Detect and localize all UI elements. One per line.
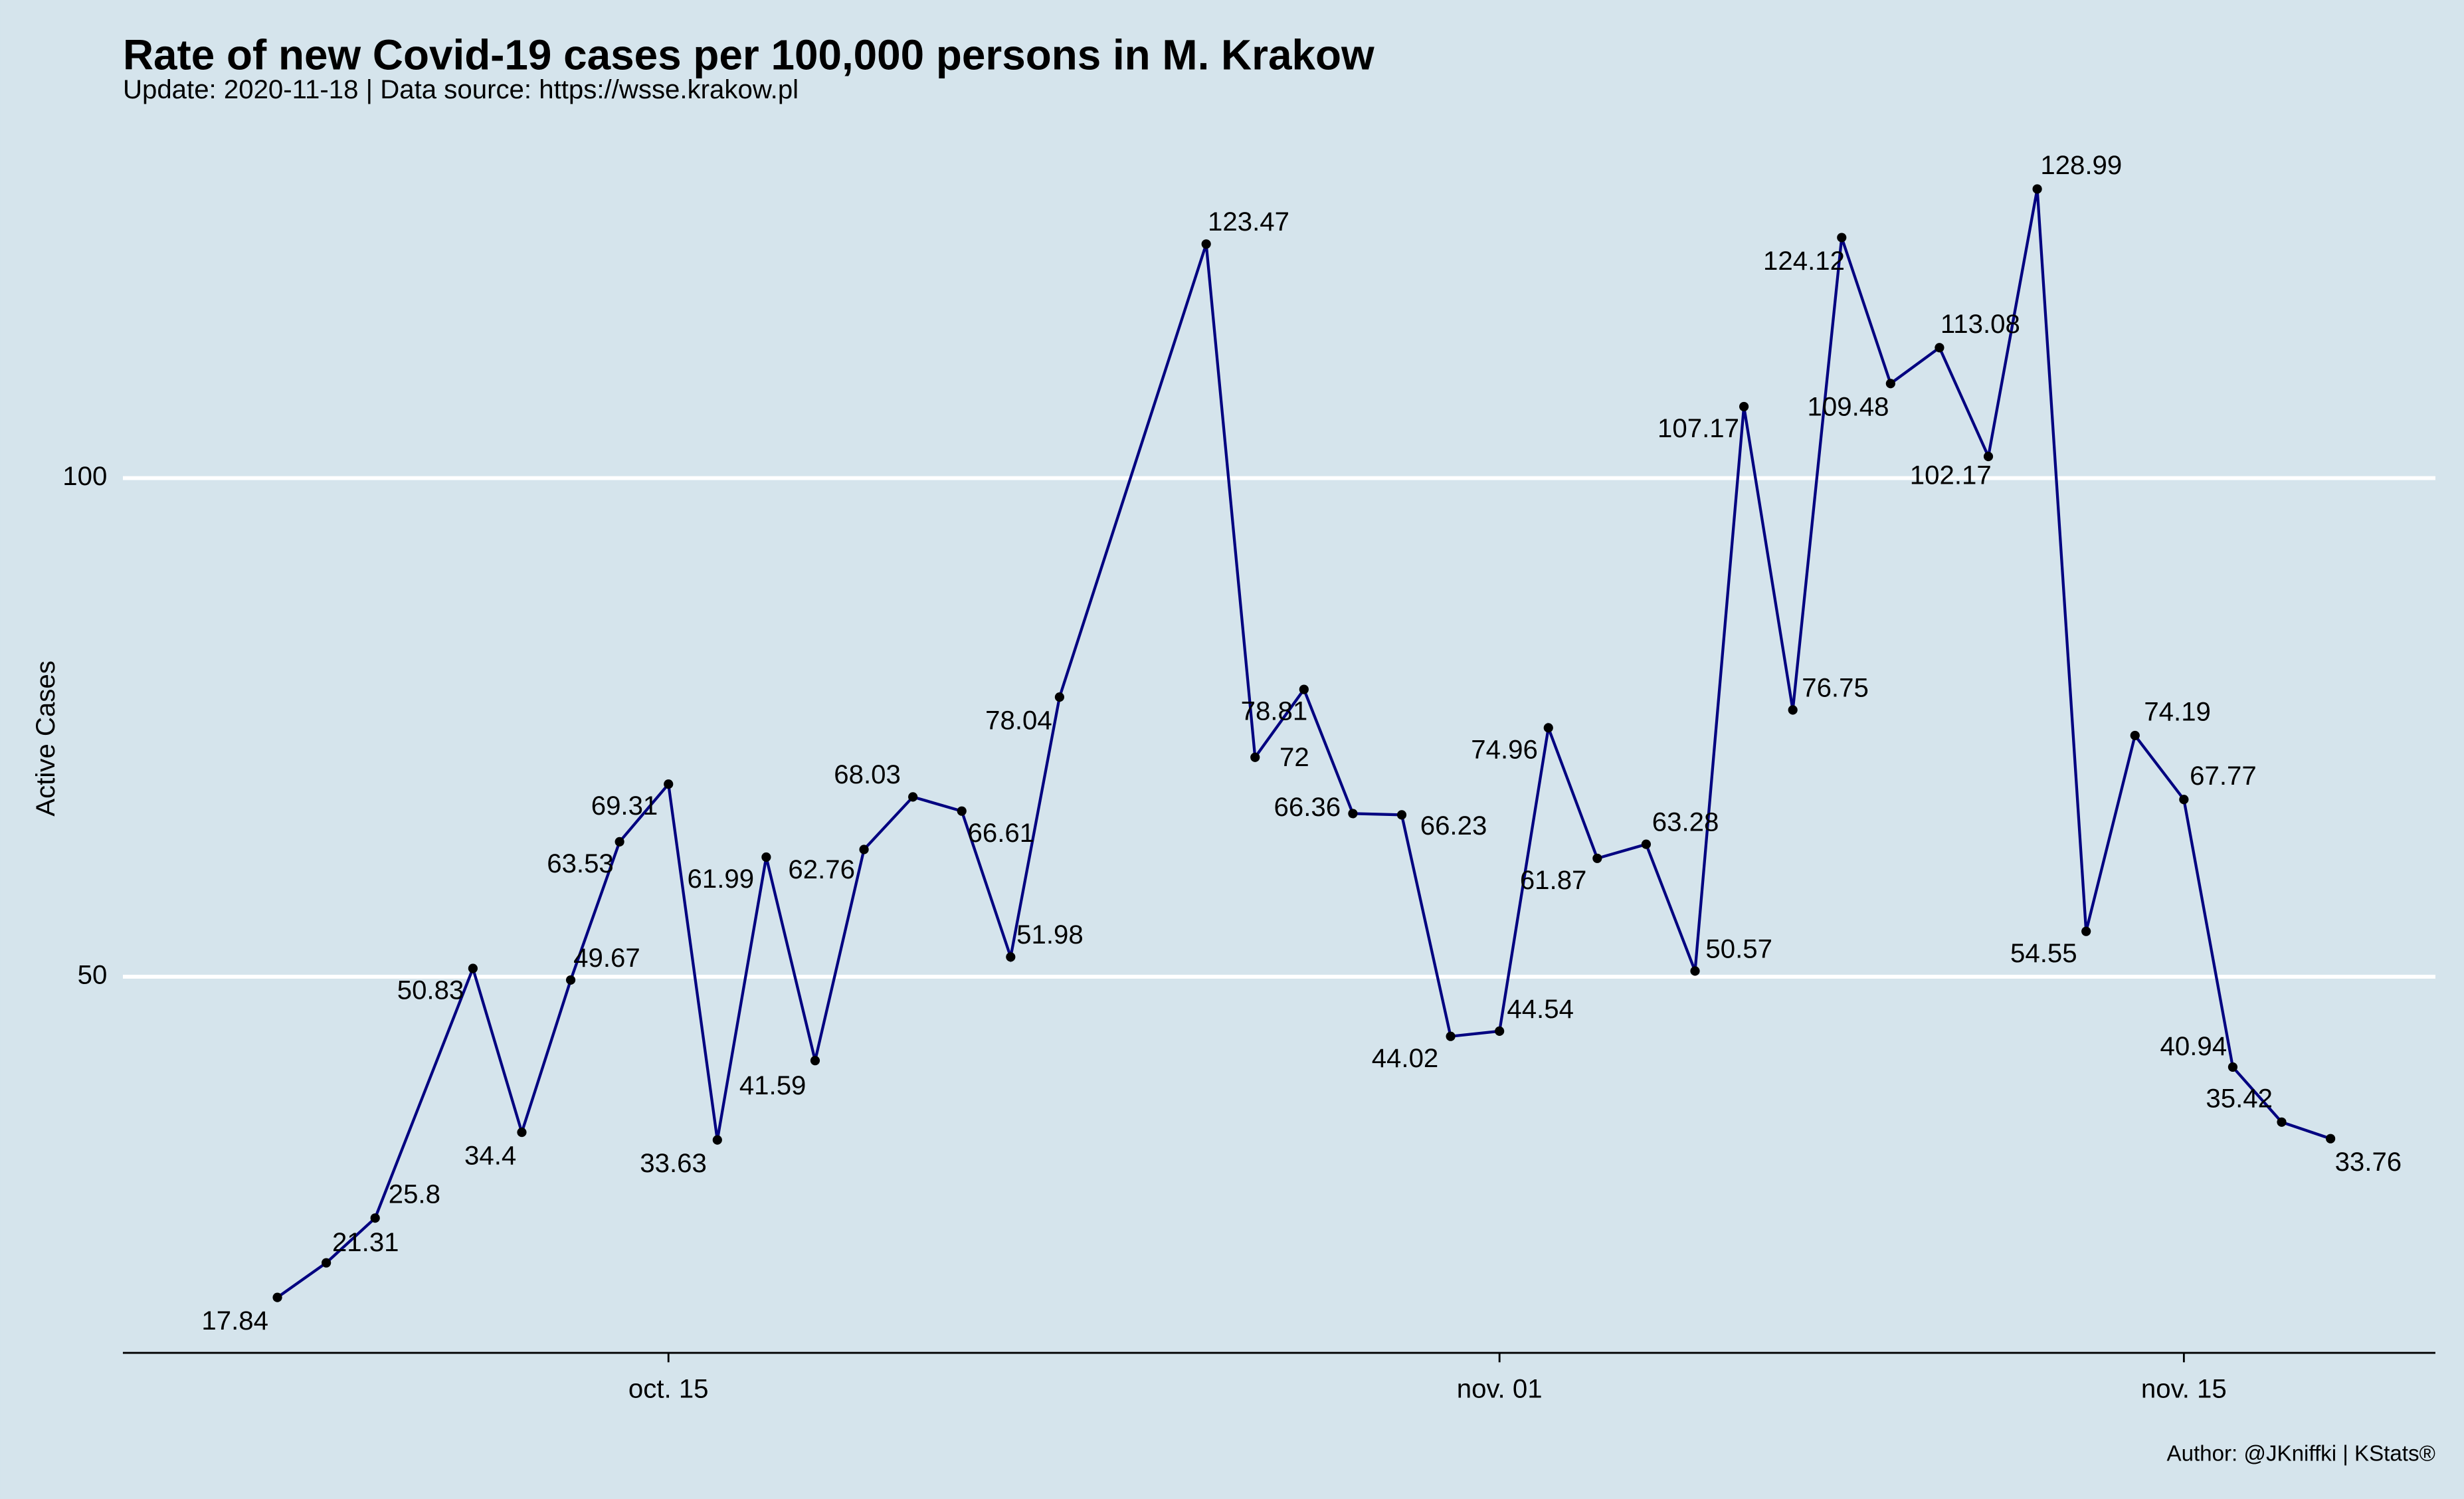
data-label: 102.17 [1910,460,1992,490]
data-point [2227,1062,2238,1072]
data-point [1543,723,1553,733]
data-label: 76.75 [1802,672,1869,702]
data-label: 54.55 [2010,938,2077,968]
data-point [2032,184,2042,194]
data-point [1837,233,1847,243]
data-label: 33.76 [2335,1147,2402,1177]
data-label: 63.53 [547,849,614,878]
data-label: 78.04 [985,706,1052,736]
data-point [1641,839,1652,849]
data-point [1983,451,1994,462]
data-label: 35.42 [2206,1083,2273,1113]
data-label: 123.47 [1208,207,1289,237]
data-label: 66.61 [968,818,1035,848]
data-point [1495,1026,1505,1037]
data-label: 107.17 [1658,413,1739,443]
data-point [615,837,624,847]
data-label: 113.08 [1941,309,2020,339]
data-label: 78.81 [1241,696,1308,726]
data-point [1250,752,1260,762]
data-label: 66.23 [1420,811,1487,841]
data-label: 66.36 [1274,792,1341,822]
data-label: 124.12 [1763,246,1845,276]
caption: Author: @JKniffki | KStats® [2166,1442,2435,1466]
data-point [908,792,918,802]
data-label: 33.63 [640,1148,707,1178]
data-point [664,779,674,789]
data-point [712,1135,722,1145]
data-label: 67.77 [2190,761,2257,791]
data-point [1739,401,1749,412]
data-point [565,975,576,985]
data-point [1348,809,1358,819]
data-label: 17.84 [201,1306,268,1336]
data-point [1201,239,1211,249]
data-point [1054,692,1064,702]
data-label: 51.98 [1016,920,1084,949]
data-label: 41.59 [739,1070,806,1100]
x-tick-label: oct. 15 [628,1373,709,1403]
data-point [1935,343,1944,353]
data-label: 72 [1279,742,1309,772]
data-label: 40.94 [2160,1031,2227,1061]
data-point [1885,379,1895,389]
data-line [276,189,2331,1299]
data-point [859,845,869,854]
x-tick-label: nov. 15 [2141,1373,2227,1403]
data-point [957,806,967,816]
data-label: 50.57 [1705,934,1772,963]
data-label: 74.96 [1471,734,1538,764]
data-point [2277,1117,2287,1127]
data-point [322,1258,332,1268]
data-label: 68.03 [834,759,901,789]
data-point [2130,730,2140,741]
data-point [1396,810,1407,820]
data-label: 49.67 [573,943,640,973]
data-point [2081,926,2091,936]
data-label: 25.8 [389,1179,440,1209]
x-tick-label: nov. 01 [1457,1373,1543,1403]
data-point [1446,1031,1456,1041]
chart-title: Rate of new Covid-19 cases per 100,000 p… [123,31,1374,78]
data-label: 61.99 [688,864,755,894]
data-point [810,1056,820,1066]
data-point [1690,966,1700,976]
y-tick-label: 50 [78,960,108,990]
data-label: 44.54 [1507,994,1574,1024]
y-axis-title: Active Cases [31,660,60,817]
data-point [272,1292,282,1302]
data-label: 21.31 [332,1227,399,1257]
y-tick-label: 100 [62,461,107,491]
data-point [2179,795,2189,805]
data-label: 50.83 [397,975,464,1005]
chart-subtitle: Update: 2020-11-18 | Data source: https:… [123,74,799,104]
data-point [1788,705,1798,715]
data-point [468,963,478,973]
data-label: 62.76 [788,854,855,884]
data-label: 63.28 [1652,807,1719,837]
data-point [517,1127,527,1138]
data-label: 44.02 [1372,1043,1439,1073]
data-label: 34.4 [464,1141,516,1171]
data-point [370,1213,380,1223]
data-point [1006,952,1016,962]
data-label: 69.31 [591,791,658,821]
data-point [2326,1134,2336,1144]
data-point [1592,853,1602,863]
data-point [761,852,771,862]
data-label: 61.87 [1520,865,1587,895]
data-point [1299,684,1309,694]
data-label: 128.99 [2040,150,2122,180]
data-label: 74.19 [2144,696,2211,726]
data-label: 109.48 [1808,392,1889,422]
